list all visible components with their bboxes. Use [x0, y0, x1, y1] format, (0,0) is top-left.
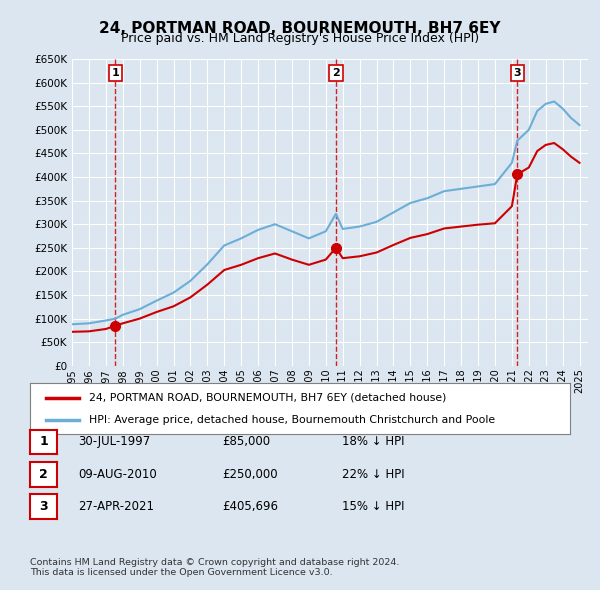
Text: 3: 3: [39, 500, 48, 513]
Text: 18% ↓ HPI: 18% ↓ HPI: [342, 435, 404, 448]
Text: £85,000: £85,000: [222, 435, 270, 448]
Text: 30-JUL-1997: 30-JUL-1997: [78, 435, 150, 448]
Text: 3: 3: [514, 68, 521, 78]
Text: 2: 2: [39, 468, 48, 481]
Text: £250,000: £250,000: [222, 468, 278, 481]
Text: 24, PORTMAN ROAD, BOURNEMOUTH, BH7 6EY (detached house): 24, PORTMAN ROAD, BOURNEMOUTH, BH7 6EY (…: [89, 392, 447, 402]
Text: 27-APR-2021: 27-APR-2021: [78, 500, 154, 513]
Text: HPI: Average price, detached house, Bournemouth Christchurch and Poole: HPI: Average price, detached house, Bour…: [89, 415, 496, 425]
Text: Price paid vs. HM Land Registry's House Price Index (HPI): Price paid vs. HM Land Registry's House …: [121, 32, 479, 45]
Text: 1: 1: [39, 435, 48, 448]
Text: 24, PORTMAN ROAD, BOURNEMOUTH, BH7 6EY: 24, PORTMAN ROAD, BOURNEMOUTH, BH7 6EY: [99, 21, 501, 35]
Text: 1: 1: [112, 68, 119, 78]
Text: 15% ↓ HPI: 15% ↓ HPI: [342, 500, 404, 513]
Text: 2: 2: [332, 68, 340, 78]
Text: 22% ↓ HPI: 22% ↓ HPI: [342, 468, 404, 481]
Text: 09-AUG-2010: 09-AUG-2010: [78, 468, 157, 481]
Text: Contains HM Land Registry data © Crown copyright and database right 2024.
This d: Contains HM Land Registry data © Crown c…: [30, 558, 400, 577]
Text: £405,696: £405,696: [222, 500, 278, 513]
